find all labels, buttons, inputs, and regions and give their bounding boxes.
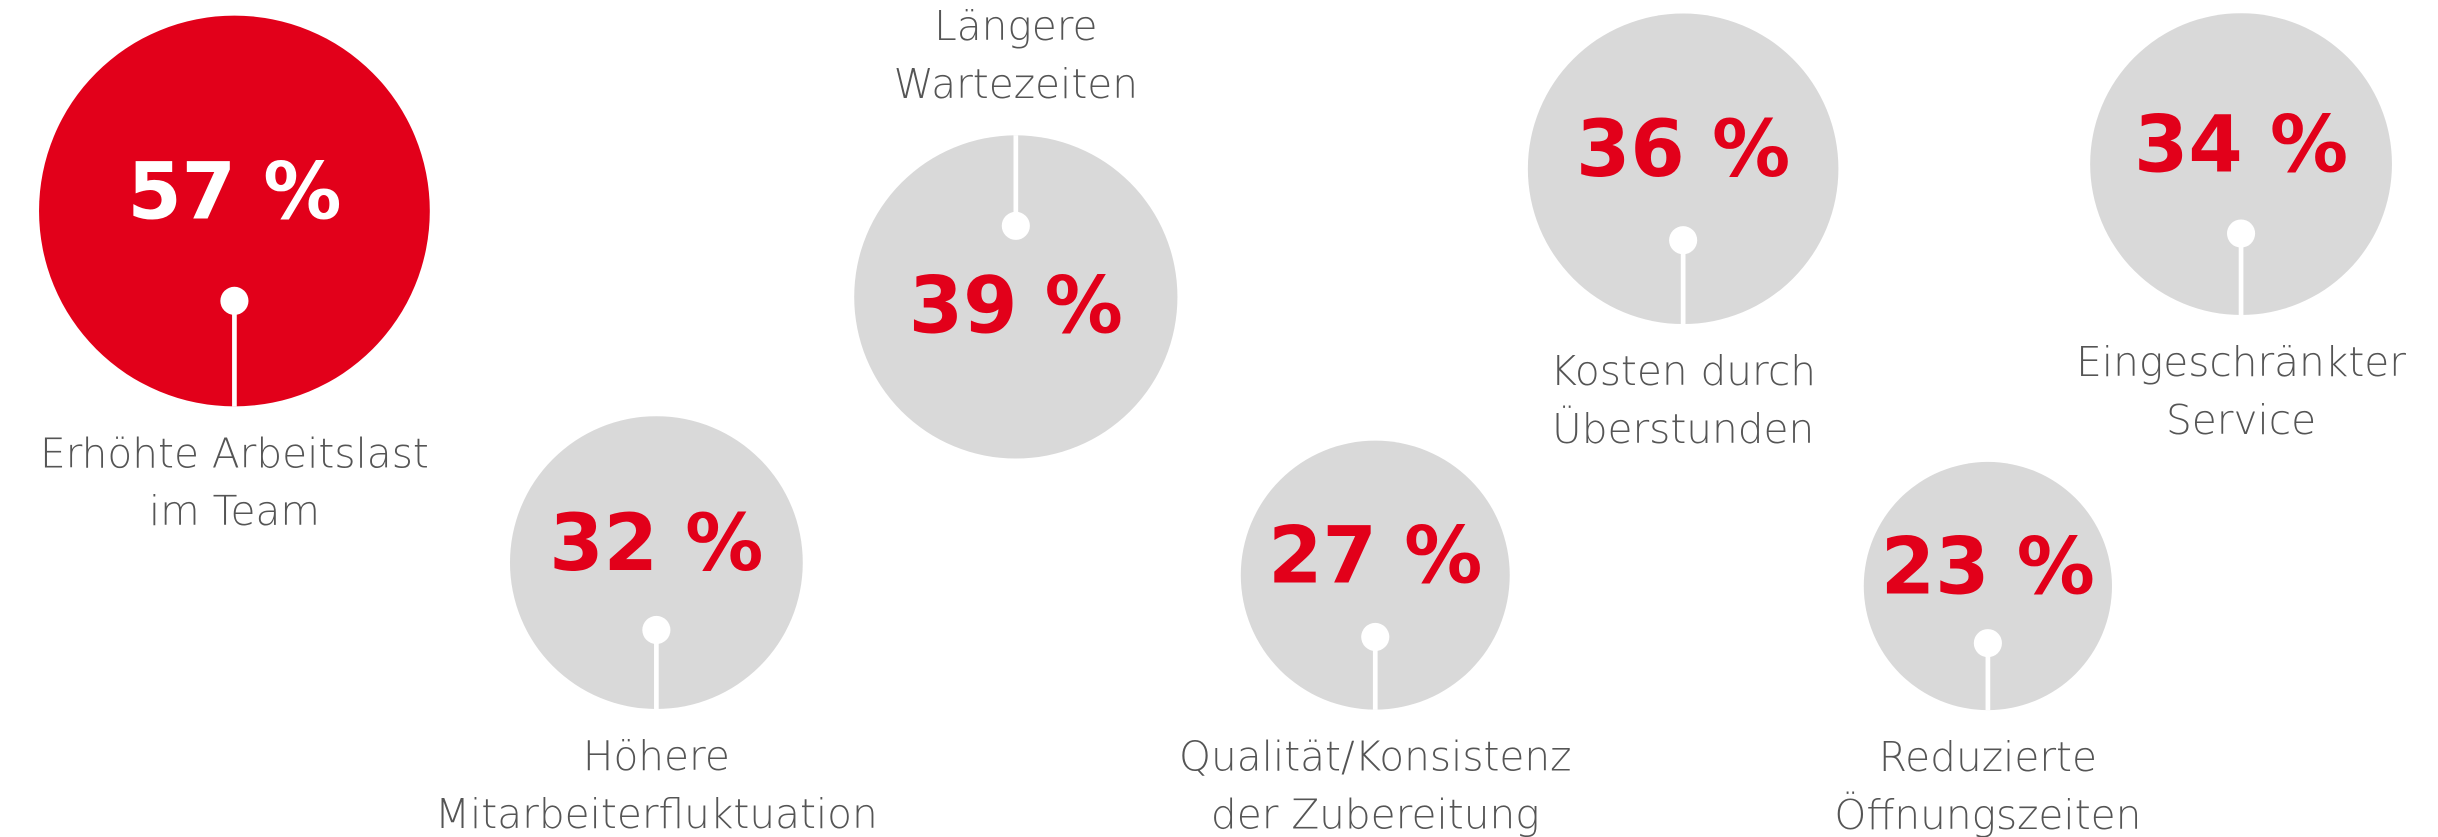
bubble [1240,440,1510,710]
bubble [509,416,803,710]
category-label: der Zubereitung [1211,790,1540,837]
category-label: Längere [934,2,1097,50]
pin-dot [642,615,671,645]
value-label: 32 % [549,498,763,589]
pin-dot [2226,219,2256,248]
bubble [1863,461,2112,711]
value-label: 39 % [909,260,1123,351]
category-label: Wartezeiten [894,60,1138,108]
value-label: 27 % [1268,511,1482,602]
bubble [1527,13,1839,325]
value-label: 34 % [2134,100,2348,191]
category-label: Eingeschränkter [2076,338,2406,386]
category-label: Öffnungszeiten [1834,791,2141,837]
category-label: Mitarbeiterfluktuation [435,790,878,837]
category-label: Höhere [583,732,730,780]
bubble [39,15,430,407]
category-label: Kosten durch [1550,347,1816,395]
value-label: 36 % [1576,104,1790,195]
pin-dot [220,286,249,315]
value-label: 57 % [127,146,341,237]
category-label: Service [2166,396,2316,444]
value-label: 23 % [1881,521,2095,612]
category-label: im Team [149,487,320,535]
pin-dot [1973,629,2002,658]
chart-body: 57 % Erhöhte Arbeitslast im Team 39 % Länger… [39,2,2406,837]
bubble [2090,13,2392,315]
bubble [854,135,1178,459]
pin-dot [1669,226,1698,255]
pin-dot [1361,622,1390,652]
category-label: Erhöhte Arbeitslast [40,429,429,477]
category-label: Qualität/Konsistenz [1179,733,1571,781]
category-label: Reduzierte [1879,733,2097,781]
category-label: Überstunden [1552,405,1814,453]
pin-dot [1001,211,1030,240]
